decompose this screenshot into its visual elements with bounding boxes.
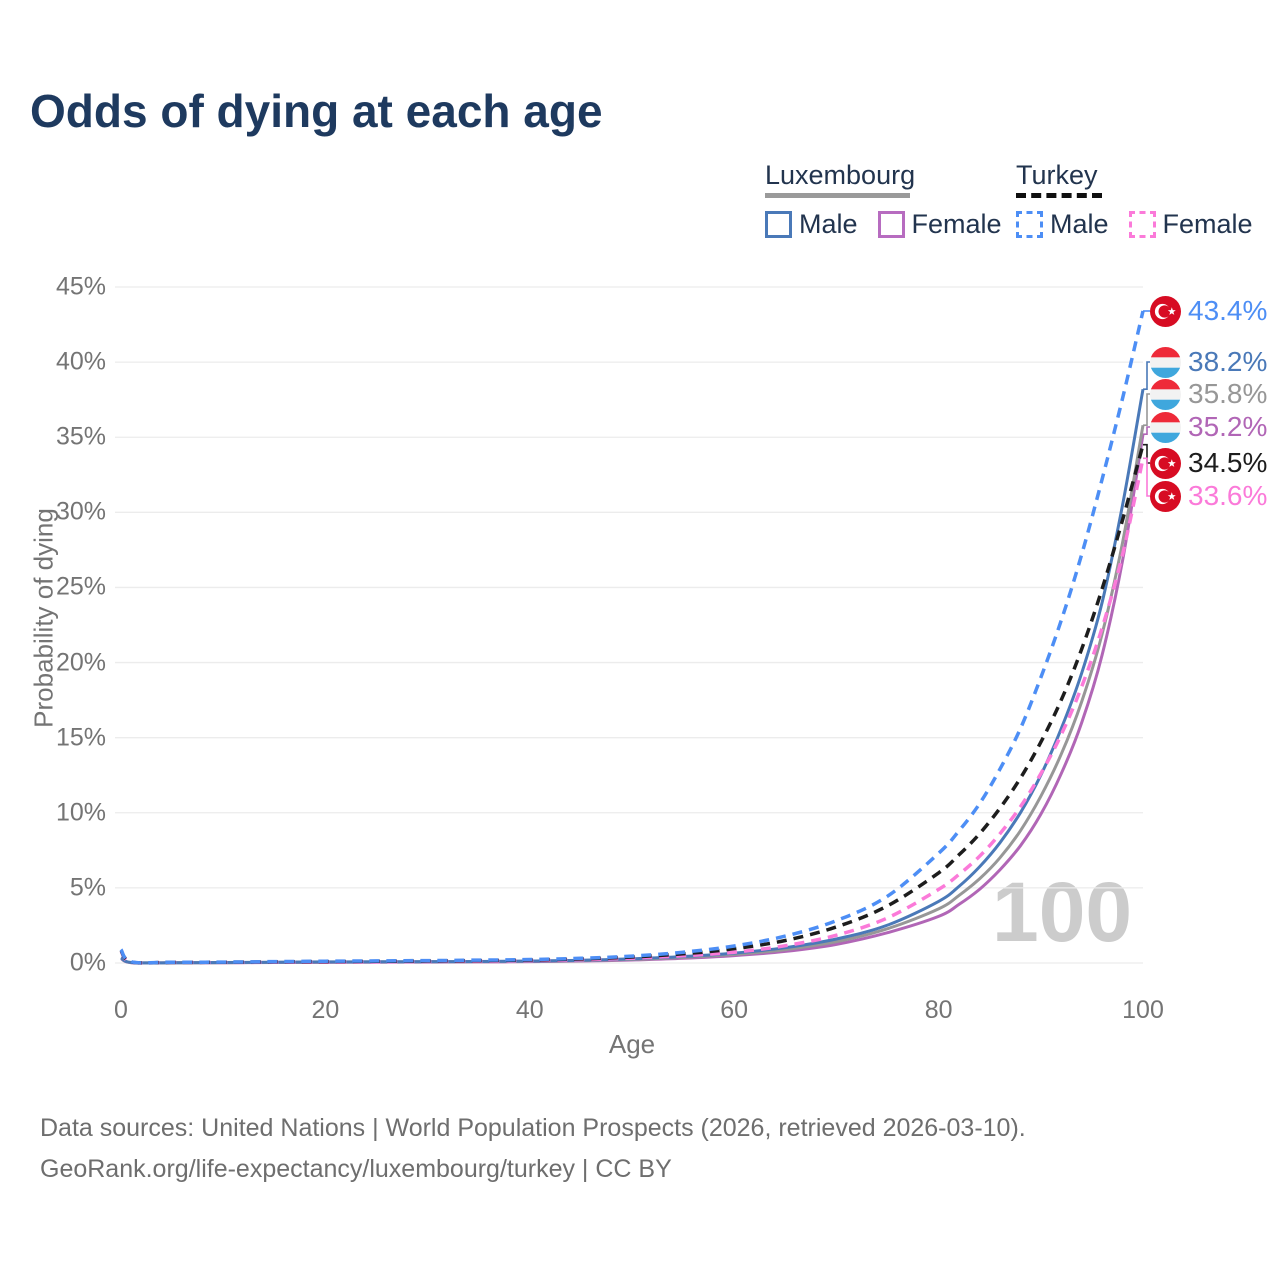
end-label-connector-luxembourg-both <box>1143 393 1150 427</box>
end-value-luxembourg-female: 35.2% <box>1188 411 1268 442</box>
end-value-luxembourg-both: 35.8% <box>1188 378 1268 409</box>
end-value-turkey-female: 33.6% <box>1188 480 1268 511</box>
end-label-luxembourg-female: 35.2% <box>1150 410 1267 444</box>
end-label-luxembourg-both: 35.8% <box>1150 377 1267 411</box>
series-line-luxembourg-male[interactable] <box>120 388 1145 965</box>
legend-swatch-turkey-male[interactable] <box>1016 211 1043 238</box>
y-tick-label-35: 35% <box>55 422 106 451</box>
end-label-connector-turkey-both <box>1143 443 1150 464</box>
luxembourg-flag-icon <box>1150 346 1181 378</box>
turkey-flag-icon <box>1150 447 1181 479</box>
legend-swatch-luxembourg-male[interactable] <box>765 211 792 238</box>
legend-group-luxembourg: Luxembourg Male Female <box>765 160 1002 240</box>
turkey-flag-icon <box>1150 295 1181 327</box>
legend-country-luxembourg[interactable]: Luxembourg <box>765 160 916 190</box>
y-tick-label-25: 25% <box>55 572 106 601</box>
turkey-flag-icon <box>1150 480 1181 512</box>
legend-linestyle-turkey <box>1016 193 1102 198</box>
y-tick-label-40: 40% <box>55 347 106 376</box>
legend-group-turkey: Turkey Male Female <box>1016 160 1253 240</box>
y-tick-label-10: 10% <box>55 798 106 827</box>
end-value-luxembourg-male: 38.2% <box>1188 346 1268 377</box>
end-value-turkey-male: 43.4% <box>1188 295 1268 326</box>
end-label-luxembourg-male: 38.2% <box>1150 345 1267 379</box>
end-label-connector-luxembourg-male <box>1143 361 1150 391</box>
x-tick-label-20: 20 <box>311 996 340 1024</box>
series-line-luxembourg-female[interactable] <box>120 433 1145 965</box>
end-label-turkey-male: 43.4% <box>1150 294 1267 328</box>
y-tick-label-0: 0% <box>69 948 106 977</box>
end-label-turkey-both: 34.5% <box>1150 446 1267 480</box>
y-tick-label-5: 5% <box>69 873 106 902</box>
series-line-turkey-male[interactable] <box>119 310 1145 965</box>
legend-swatch-luxembourg-female[interactable] <box>877 211 905 238</box>
footer-attribution-link[interactable]: GeoRank.org/life-expectancy/luxembourg/t… <box>40 1155 672 1183</box>
legend-label-luxembourg-female[interactable]: Female <box>911 209 1002 239</box>
footer-data-sources: Data sources: United Nations | World Pop… <box>40 1114 1026 1142</box>
legend-country-turkey[interactable]: Turkey <box>1016 160 1098 190</box>
end-label-turkey-female: 33.6% <box>1150 479 1267 513</box>
x-tick-label-0: 0 <box>114 996 128 1024</box>
legend-label-turkey-female[interactable]: Female <box>1162 209 1253 239</box>
x-tick-label-100: 100 <box>1122 996 1164 1024</box>
y-tick-label-30: 30% <box>55 497 106 526</box>
y-axis-title: Probability of dying <box>28 508 59 728</box>
end-label-connector-turkey-female <box>1143 457 1150 497</box>
luxembourg-flag-icon <box>1150 411 1181 443</box>
x-tick-label-40: 40 <box>515 996 544 1024</box>
legend-swatch-turkey-female[interactable] <box>1128 211 1156 238</box>
page-title: Odds of dying at each age <box>30 85 603 137</box>
x-tick-label-80: 80 <box>924 996 953 1024</box>
legend-label-luxembourg-male[interactable]: Male <box>799 209 858 239</box>
end-value-turkey-both: 34.5% <box>1188 447 1268 478</box>
footer: Data sources: United Nations | World Pop… <box>40 1108 1026 1190</box>
luxembourg-flag-icon <box>1150 378 1181 410</box>
x-axis-title: Age <box>608 1029 656 1059</box>
y-tick-label-15: 15% <box>55 723 106 752</box>
y-tick-label-45: 45% <box>55 272 106 301</box>
series-line-luxembourg-both[interactable] <box>120 424 1145 965</box>
series-line-turkey-both[interactable] <box>119 444 1145 965</box>
legend-linestyle-luxembourg <box>765 193 910 198</box>
y-tick-label-20: 20% <box>55 648 106 677</box>
x-tick-label-60: 60 <box>720 996 749 1024</box>
legend-label-turkey-male[interactable]: Male <box>1050 209 1109 239</box>
end-label-connector-luxembourg-female <box>1143 426 1150 436</box>
age-counter-watermark: 100 <box>992 865 1133 959</box>
